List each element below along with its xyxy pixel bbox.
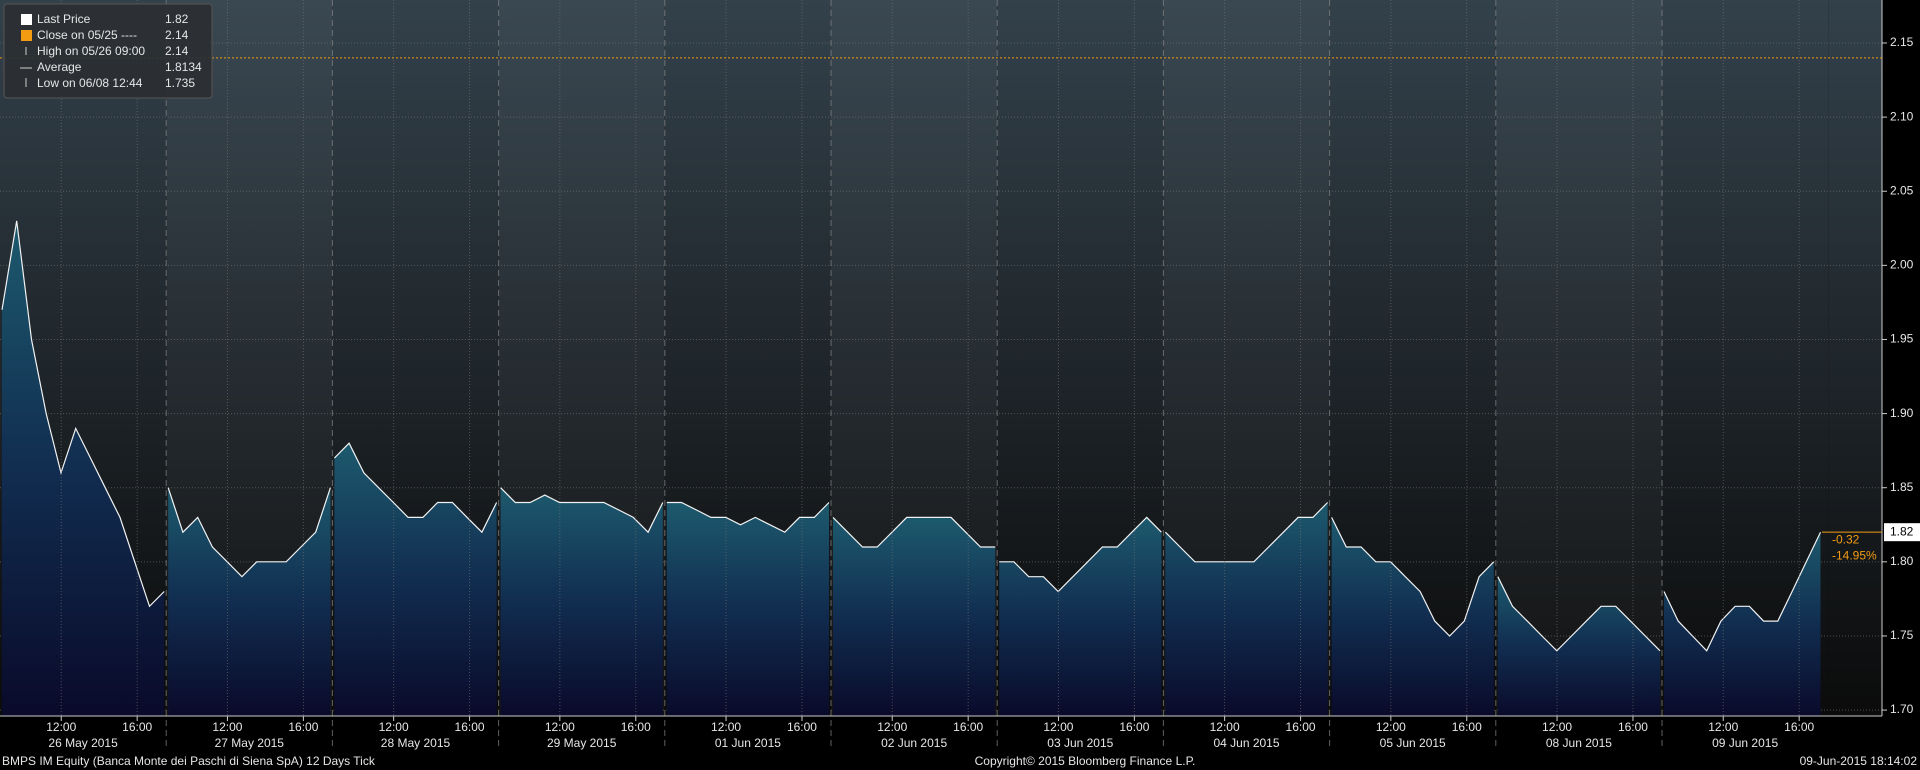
day-band	[1828, 0, 1882, 716]
legend-label: Average	[37, 60, 82, 74]
price-line	[1497, 576, 1661, 652]
y-tick-label: 1.85	[1890, 480, 1914, 494]
price-line	[1331, 517, 1495, 637]
legend-label: Low on 06/08 12:44	[37, 76, 143, 90]
area-fill	[334, 443, 497, 716]
x-time-label: 16:00	[455, 720, 485, 734]
x-day-label: 26 May 2015	[48, 736, 118, 750]
x-time-label: 12:00	[877, 720, 907, 734]
legend-box	[3, 3, 213, 99]
area-fill	[2, 220, 165, 716]
x-time-label: 12:00	[1708, 720, 1738, 734]
area-fill	[833, 517, 996, 716]
y-tick-label: 2.05	[1890, 183, 1914, 197]
x-time-label: 16:00	[1784, 720, 1814, 734]
x-time-label: 12:00	[46, 720, 76, 734]
x-time-label: 12:00	[1210, 720, 1240, 734]
area-fill	[1664, 532, 1821, 716]
x-day-label: 27 May 2015	[215, 736, 285, 750]
x-time-label: 12:00	[212, 720, 242, 734]
area-fill	[666, 502, 829, 716]
x-time-label: 16:00	[953, 720, 983, 734]
y-tick-label: 2.00	[1890, 258, 1914, 272]
x-time-label: 16:00	[1452, 720, 1482, 734]
x-time-label: 16:00	[288, 720, 318, 734]
x-time-label: 12:00	[1542, 720, 1572, 734]
x-time-label: 16:00	[621, 720, 651, 734]
price-line	[167, 487, 331, 578]
area-fill	[999, 517, 1162, 716]
y-tick-label: 1.75	[1890, 628, 1914, 642]
x-time-label: 16:00	[122, 720, 152, 734]
price-line	[1164, 502, 1329, 563]
legend-value: 1.735	[165, 76, 195, 90]
x-day-label: 28 May 2015	[381, 736, 451, 750]
x-time-label: 16:00	[1618, 720, 1648, 734]
legend-label: High on 05/26 09:00	[37, 44, 145, 58]
price-line	[1, 220, 165, 608]
legend-value: 1.8134	[165, 60, 202, 74]
price-line	[999, 516, 1162, 593]
x-time-label: 12:00	[711, 720, 741, 734]
x-time-label: 16:00	[787, 720, 817, 734]
area-fill	[1497, 576, 1660, 716]
price-line	[1663, 531, 1822, 652]
area-fill	[1331, 517, 1494, 716]
last-price-tag	[1884, 523, 1920, 542]
x-day-label: 29 May 2015	[547, 736, 617, 750]
footer-center: Copyright© 2015 Bloomberg Finance L.P.	[975, 754, 1196, 768]
x-time-label: 16:00	[1286, 720, 1316, 734]
legend-value: 1.82	[165, 12, 189, 26]
legend-value: 2.14	[165, 28, 189, 42]
y-tick-label: 1.70	[1890, 702, 1914, 716]
change-pct-label: -14.95%	[1832, 548, 1877, 562]
x-time-label: 12:00	[545, 720, 575, 734]
x-time-label: 12:00	[1376, 720, 1406, 734]
y-tick-label: 1.95	[1890, 332, 1914, 346]
legend-icon	[21, 14, 32, 25]
y-tick-label: 2.10	[1890, 109, 1914, 123]
footer-left: BMPS IM Equity (Banca Monte dei Paschi d…	[2, 754, 376, 768]
legend-icon	[21, 30, 32, 41]
change-label: -0.32	[1832, 532, 1860, 546]
day-band	[1495, 0, 1662, 716]
area-fill	[168, 487, 331, 716]
legend-value: 2.14	[165, 44, 189, 58]
x-day-label: 05 Jun 2015	[1380, 736, 1446, 750]
last-price-label: 1.82	[1890, 524, 1914, 538]
x-time-label: 12:00	[379, 720, 409, 734]
legend-label: Close on 05/25 ----	[37, 28, 137, 42]
y-tick-label: 2.15	[1890, 35, 1914, 49]
x-day-label: 08 Jun 2015	[1546, 736, 1612, 750]
x-day-label: 02 Jun 2015	[881, 736, 947, 750]
price-line	[666, 501, 830, 533]
area-fill	[1165, 502, 1328, 716]
legend-label: Last Price	[37, 12, 91, 26]
y-tick-label: 1.90	[1890, 406, 1914, 420]
y-tick-label: 1.80	[1890, 554, 1914, 568]
legend: Last Price 1.82 Close on 05/25 ---- 2.14 Hig…	[3, 3, 213, 99]
x-time-label: 12:00	[1043, 720, 1073, 734]
x-day-label: 01 Jun 2015	[715, 736, 781, 750]
x-time-label: 16:00	[1119, 720, 1149, 734]
x-day-label: 09 Jun 2015	[1712, 736, 1778, 750]
x-day-label: 03 Jun 2015	[1047, 736, 1113, 750]
x-day-label: 04 Jun 2015	[1213, 736, 1279, 750]
area-fill	[500, 487, 663, 716]
footer-right: 09-Jun-2015 18:14:02	[1800, 754, 1918, 768]
